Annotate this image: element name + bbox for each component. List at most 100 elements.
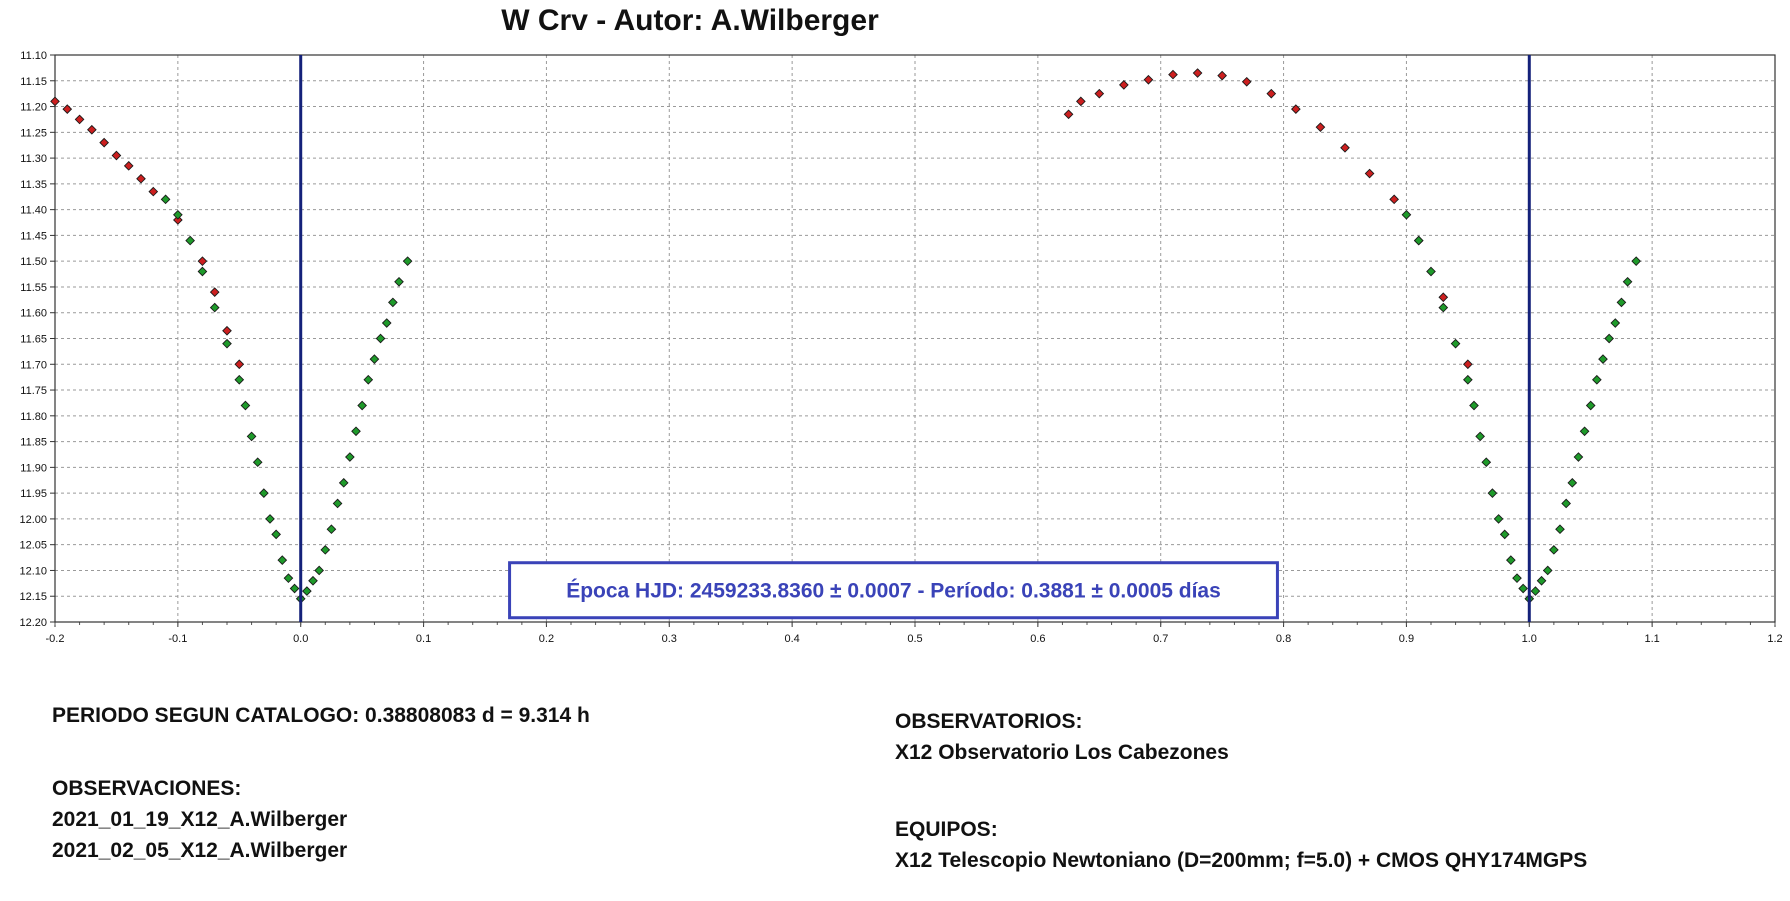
x-tick-label: 1.1 bbox=[1644, 633, 1659, 645]
green-data-point bbox=[1518, 583, 1528, 594]
plot-frame bbox=[54, 54, 1776, 623]
green-data-point bbox=[314, 565, 324, 576]
catalog-period-block: PERIODO SEGUN CATALOGO: 0.38808083 d = 9… bbox=[52, 700, 590, 731]
green-data-point bbox=[332, 498, 343, 509]
y-tick-label: 11.10 bbox=[20, 50, 47, 62]
green-data-point bbox=[388, 297, 398, 308]
green-data-point bbox=[394, 276, 404, 287]
y-tick-label: 11.75 bbox=[20, 385, 47, 397]
annotation-box bbox=[508, 561, 1279, 620]
observation-item: 2021_01_19_X12_A.Wilberger bbox=[52, 808, 348, 831]
red-data-point bbox=[1168, 69, 1178, 80]
green-data-point bbox=[1604, 333, 1614, 344]
green-data-point bbox=[1542, 565, 1553, 576]
y-tick-label: 11.95 bbox=[20, 488, 47, 500]
red-data-point bbox=[234, 359, 245, 370]
x-tick-label: 0.5 bbox=[907, 633, 922, 645]
chart-title: W Crv - Autor: A.Wilberger bbox=[501, 4, 879, 37]
green-data-point bbox=[320, 544, 331, 555]
y-tick-label: 12.15 bbox=[19, 591, 47, 603]
observations-header: OBSERVACIONES: bbox=[52, 777, 242, 800]
green-data-point bbox=[1549, 544, 1559, 555]
green-data-point bbox=[1487, 488, 1498, 498]
x-tick-label: -0.1 bbox=[168, 633, 187, 645]
y-tick-label: 11.60 bbox=[20, 308, 47, 320]
observatories-header: OBSERVATORIOS: bbox=[895, 710, 1083, 733]
green-data-point bbox=[1567, 477, 1578, 488]
green-data-point bbox=[1631, 256, 1642, 267]
red-data-point bbox=[173, 215, 183, 225]
y-tick-label: 11.15 bbox=[20, 76, 47, 88]
x-tick-label: 1.2 bbox=[1767, 633, 1782, 645]
red-data-point bbox=[1463, 359, 1473, 370]
red-data-point bbox=[74, 114, 85, 125]
green-data-point bbox=[1579, 426, 1590, 437]
equipment-item: X12 Telescopio Newtoniano (D=200mm; f=5.… bbox=[895, 849, 1588, 872]
red-data-point bbox=[87, 124, 97, 135]
green-data-point bbox=[375, 333, 386, 344]
green-data-point bbox=[1469, 400, 1479, 411]
green-data-point bbox=[1561, 498, 1571, 509]
y-tick-label: 11.45 bbox=[20, 230, 47, 242]
green-data-point bbox=[173, 209, 183, 220]
x-tick-label: 0.0 bbox=[293, 633, 308, 645]
green-data-point bbox=[265, 514, 275, 524]
green-data-point bbox=[1555, 524, 1565, 535]
y-tick-label: 11.35 bbox=[20, 179, 47, 191]
red-data-point bbox=[62, 104, 73, 114]
green-data-point bbox=[259, 488, 269, 498]
green-data-point bbox=[222, 338, 232, 349]
green-data-point bbox=[1481, 457, 1492, 468]
red-data-point bbox=[1217, 70, 1227, 81]
y-tick-label: 11.70 bbox=[20, 359, 47, 371]
annotation-text: Época HJD: 2459233.8360 ± 0.0007 - Perío… bbox=[566, 580, 1221, 603]
green-data-point bbox=[357, 400, 367, 411]
y-tick-label: 11.25 bbox=[20, 127, 47, 139]
y-tick-label: 11.85 bbox=[20, 437, 47, 449]
green-data-point bbox=[209, 302, 220, 313]
red-data-point bbox=[1094, 88, 1105, 99]
green-data-point bbox=[363, 374, 374, 385]
red-data-point bbox=[197, 256, 208, 267]
red-data-point bbox=[1364, 168, 1375, 179]
green-data-point bbox=[308, 575, 318, 586]
green-data-point bbox=[246, 431, 257, 442]
green-data-point bbox=[1530, 586, 1541, 596]
green-data-point bbox=[345, 452, 355, 462]
x-tick-label: 0.6 bbox=[1030, 633, 1045, 645]
red-data-point bbox=[222, 325, 232, 336]
y-tick-label: 11.20 bbox=[20, 102, 47, 114]
y-tick-label: 11.90 bbox=[20, 462, 47, 474]
x-tick-label: 0.8 bbox=[1276, 633, 1291, 645]
x-tick-label: 1.0 bbox=[1522, 633, 1537, 645]
red-data-point bbox=[111, 150, 122, 161]
green-data-point bbox=[1512, 573, 1522, 584]
green-data-point bbox=[283, 573, 294, 584]
observatories-block: OBSERVATORIOS: X12 Observatorio Los Cabe… bbox=[895, 706, 1229, 768]
x-tick-label: 0.9 bbox=[1399, 633, 1414, 645]
red-data-point bbox=[1291, 104, 1301, 114]
red-data-point bbox=[1063, 109, 1074, 120]
x-tick-label: -0.2 bbox=[46, 633, 65, 645]
y-tick-label: 11.55 bbox=[20, 282, 47, 294]
red-data-point bbox=[1266, 88, 1277, 99]
green-data-point bbox=[160, 194, 171, 205]
green-data-point bbox=[240, 400, 251, 411]
y-tick-label: 11.80 bbox=[20, 411, 47, 423]
red-data-point bbox=[1438, 292, 1449, 303]
red-data-point bbox=[1340, 142, 1350, 153]
green-data-point bbox=[1413, 235, 1424, 246]
green-data-point bbox=[369, 354, 380, 364]
green-data-point bbox=[1592, 374, 1602, 385]
red-data-point bbox=[123, 160, 134, 171]
green-data-point bbox=[1536, 575, 1547, 586]
red-data-point bbox=[1192, 68, 1203, 78]
x-tick-label: 0.3 bbox=[662, 633, 677, 645]
green-data-point bbox=[326, 524, 337, 535]
observation-item: 2021_02_05_X12_A.Wilberger bbox=[52, 839, 348, 862]
green-data-point bbox=[1610, 318, 1621, 328]
y-tick-label: 11.50 bbox=[20, 256, 47, 268]
green-data-point bbox=[1438, 302, 1449, 313]
y-tick-label: 11.40 bbox=[20, 205, 47, 217]
green-data-point bbox=[402, 256, 413, 267]
